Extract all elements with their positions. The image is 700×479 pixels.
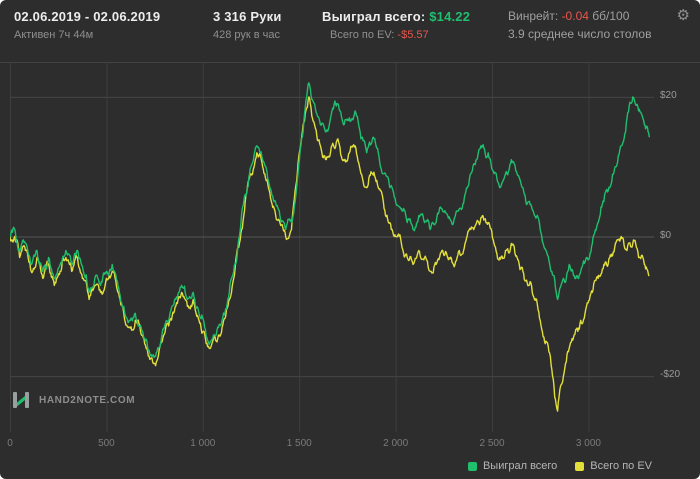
legend-item-0: Выиграл всего — [467, 460, 558, 472]
legend-swatch-icon — [467, 461, 477, 471]
y-tick-label: $0 — [660, 229, 672, 241]
winrate-units: бб/100 — [592, 9, 630, 23]
y-tick-label: -$20 — [660, 369, 681, 381]
legend-item-1: Всего по EV — [575, 460, 652, 472]
won-total-label: Выиграл всего: — [322, 9, 426, 24]
series-line-1 — [10, 96, 650, 412]
x-tick-label: 2 000 — [383, 438, 409, 449]
date-range-block: 02.06.2019 - 02.06.2019 Активен 7ч 44м — [14, 9, 213, 41]
winrate-label: Винрейт: — [508, 9, 559, 23]
x-tick-label: 0 — [7, 438, 13, 449]
session-header: 02.06.2019 - 02.06.2019 Активен 7ч 44м 3… — [0, 0, 700, 56]
hands-block: 3 316 Руки 428 рук в час — [213, 9, 322, 41]
chart-top-border — [0, 62, 700, 63]
series-line-0 — [10, 82, 651, 359]
hand2note-logo-text: HAND2NOTE.COM — [39, 394, 136, 406]
legend-label: Выиграл всего — [482, 460, 558, 472]
winrate-value: -0.04 — [561, 9, 589, 23]
hands-count: 3 316 Руки — [213, 9, 282, 24]
ev-total-label: Всего по EV: — [330, 29, 395, 41]
active-time: Активен 7ч 44м — [14, 29, 94, 41]
x-tick-label: 1 000 — [190, 438, 216, 449]
winnings-graph-region: $20 $0 -$20 0 500 1 000 1 500 2 000 2 500 3 000 … — [0, 56, 700, 479]
y-tick-label: $20 — [660, 89, 677, 101]
hand2note-logo: HAND2NOTE.COM — [12, 390, 135, 410]
chart-legend: Выиграл всего Всего по EV — [467, 460, 652, 472]
legend-swatch-icon — [575, 461, 585, 471]
won-total-value: $14.22 — [429, 9, 471, 24]
settings-gear-icon[interactable]: ⚙ — [676, 6, 690, 24]
avg-tables: 3.9 среднее число столов — [508, 27, 652, 41]
legend-label: Всего по EV — [590, 460, 652, 472]
result-block: Выиграл всего: $14.22 Всего по EV: -$5.5… — [322, 9, 508, 41]
x-tick-label: 3 000 — [575, 438, 601, 449]
winnings-graph[interactable] — [10, 62, 654, 432]
x-tick-label: 500 — [98, 438, 115, 449]
x-tick-label: 1 500 — [286, 438, 312, 449]
x-tick-label: 2 500 — [479, 438, 505, 449]
hands-per-hour: 428 рук в час — [213, 29, 281, 41]
ev-total-value: -$5.57 — [397, 29, 429, 41]
winrate-block: Винрейт: -0.04 бб/100 3.9 среднее число … — [508, 9, 651, 41]
hand2note-logo-icon — [13, 392, 29, 408]
date-range: 02.06.2019 - 02.06.2019 — [14, 9, 161, 24]
